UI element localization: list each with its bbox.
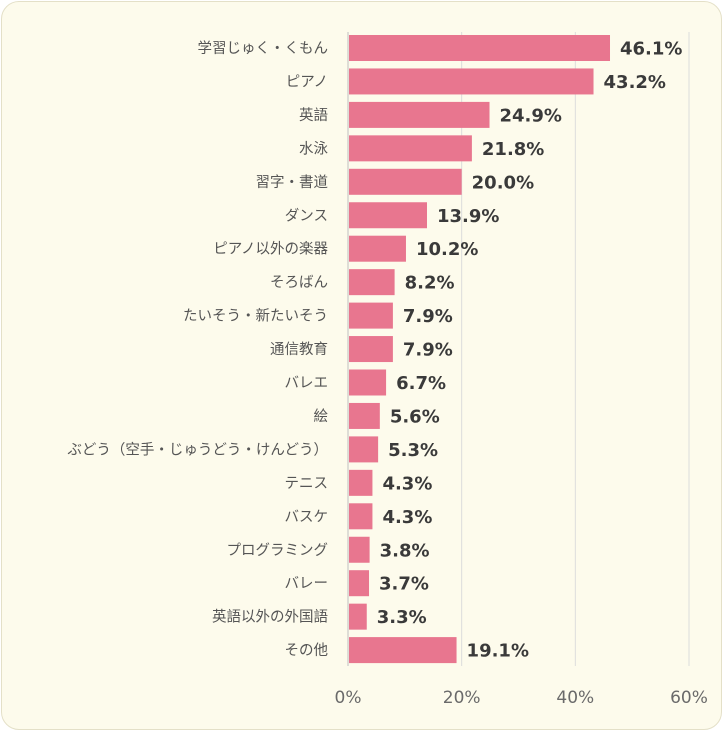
- category-label: 習字・書道: [256, 174, 329, 191]
- category-label: 絵: [314, 408, 329, 425]
- value-label: 3.3%: [377, 607, 427, 628]
- bar: [349, 336, 393, 363]
- value-labels: 46.1% 43.2% 24.9% 21.8% 20.0% 13.9% 10.2% 8.2% 7…: [377, 39, 683, 662]
- bar: [349, 235, 406, 262]
- bar: [349, 637, 457, 664]
- bar: [349, 469, 373, 496]
- value-label: 7.9%: [403, 306, 453, 327]
- bar: [349, 503, 373, 530]
- bar: [349, 570, 370, 597]
- category-labels: 学習じゅく・くもんピアノ英語水泳習字・書道ダンスピアノ以外の楽器そろばんたいそう…: [67, 40, 328, 659]
- category-label: そろばん: [270, 274, 328, 291]
- bar: [349, 369, 387, 396]
- value-label: 21.8%: [482, 139, 544, 160]
- value-label: 6.7%: [396, 373, 446, 394]
- bar: [349, 402, 380, 429]
- x-tick-label: 40%: [556, 688, 594, 708]
- value-label: 5.3%: [388, 440, 438, 461]
- category-label: バスケ: [285, 508, 329, 525]
- bar: [349, 202, 427, 229]
- category-label: 英語以外の外国語: [212, 608, 328, 626]
- value-label: 5.6%: [390, 406, 440, 427]
- category-label: たいそう・新たいそう: [183, 308, 328, 325]
- value-label: 46.1%: [620, 39, 682, 60]
- value-label: 3.7%: [379, 574, 429, 595]
- bar: [349, 302, 393, 329]
- value-label: 7.9%: [403, 340, 453, 361]
- value-label: 43.2%: [604, 72, 666, 93]
- x-tick-label: 0%: [335, 688, 362, 708]
- bar: [349, 536, 370, 563]
- bars: [349, 35, 611, 664]
- value-label: 13.9%: [437, 206, 499, 227]
- value-label: 4.3%: [382, 507, 432, 528]
- category-label: その他: [285, 642, 329, 659]
- category-label: ピアノ以外の楽器: [213, 241, 328, 258]
- x-axis-ticks: 0% 20% 40% 60%: [335, 688, 708, 708]
- value-label: 8.2%: [405, 273, 455, 294]
- category-label: ぶどう（空手・じゅうどう・けんどう）: [67, 441, 328, 458]
- category-label: 英語: [299, 106, 328, 124]
- x-tick-label: 60%: [670, 688, 708, 708]
- bar: [349, 35, 611, 61]
- bar: [349, 168, 462, 195]
- bar: [349, 101, 490, 128]
- value-label: 19.1%: [467, 641, 529, 662]
- category-label: バレエ: [285, 376, 329, 392]
- value-label: 10.2%: [416, 239, 478, 260]
- category-label: バレー: [285, 576, 329, 592]
- category-label: ダンス: [285, 207, 328, 224]
- category-label: プログラミング: [227, 542, 329, 559]
- category-label: 水泳: [299, 140, 328, 157]
- value-label: 4.3%: [382, 473, 432, 494]
- bar: [349, 269, 395, 296]
- bar: [349, 603, 367, 630]
- bar: [349, 135, 472, 162]
- value-label: 24.9%: [500, 105, 562, 126]
- x-tick-label: 20%: [443, 688, 481, 708]
- value-label: 20.0%: [472, 172, 534, 193]
- category-label: 学習じゅく・くもん: [198, 40, 329, 57]
- category-label: 通信教育: [270, 341, 328, 358]
- bar: [349, 436, 379, 463]
- category-label: ピアノ: [286, 73, 328, 90]
- bar: [349, 68, 594, 95]
- category-label: テニス: [285, 476, 329, 492]
- value-label: 3.8%: [380, 540, 430, 561]
